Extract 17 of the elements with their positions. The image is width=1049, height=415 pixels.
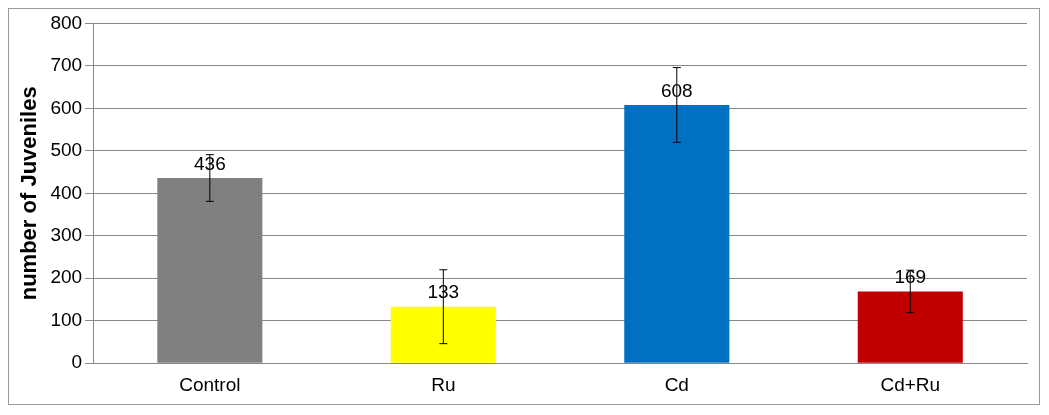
y-axis-title: number of Juveniles [16,86,42,301]
x-tick-label: Cd+Ru [880,373,941,395]
bar [390,306,496,363]
bar [857,291,963,363]
y-tick-label: 700 [50,54,83,76]
y-tick-label: 600 [50,96,83,118]
y-tick-label: 100 [50,308,83,330]
y-tick-label: 400 [50,181,83,203]
y-tick-label: 0 [71,351,83,373]
x-tick-label: Ru [431,373,456,395]
x-tick-label: Control [179,373,241,395]
y-tick-label: 200 [50,266,83,288]
y-tick-label: 500 [50,139,83,161]
y-tick-label: 300 [50,224,83,246]
x-tick-label: Cd [664,373,689,395]
y-tick-label: 800 [50,11,83,33]
bar [624,104,730,363]
